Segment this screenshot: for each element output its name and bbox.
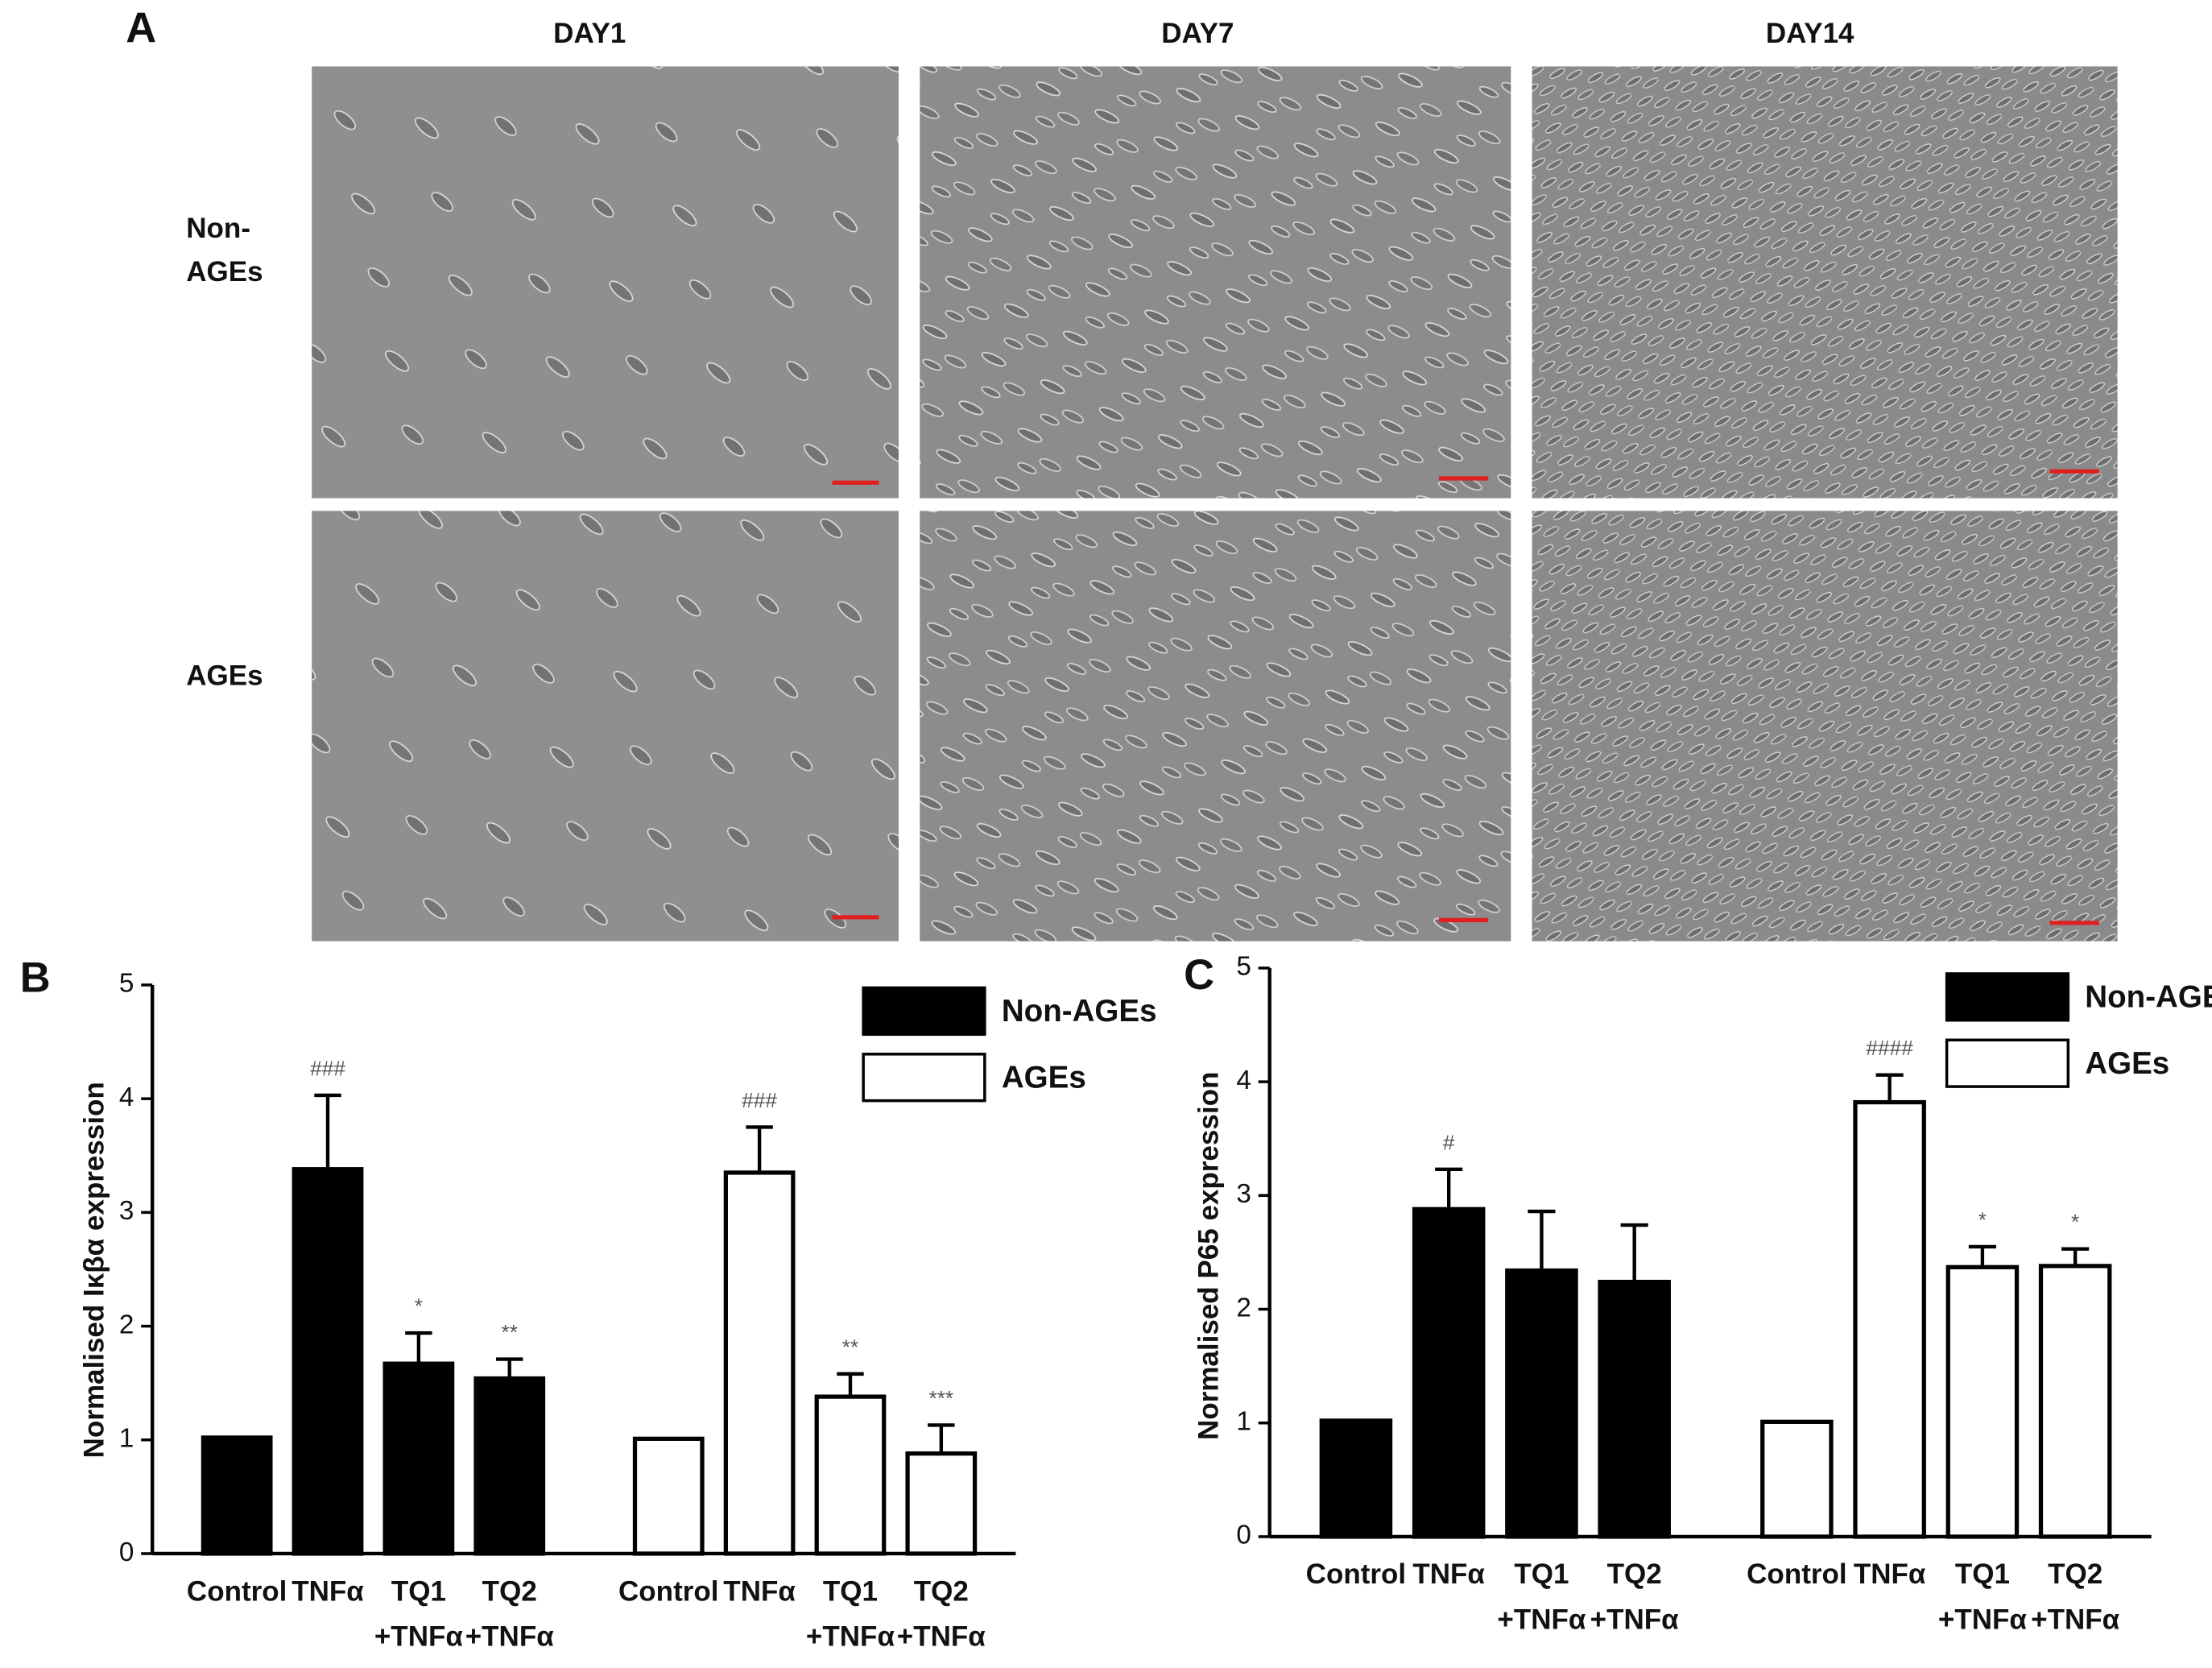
x-tick-label: TQ1 xyxy=(391,1575,446,1607)
annotation: *** xyxy=(928,1386,953,1410)
bar xyxy=(1319,1418,1393,1539)
annotation: ### xyxy=(310,1056,345,1080)
x-tick-label: Control xyxy=(187,1575,287,1607)
x-tick-label: TQ2 xyxy=(1607,1558,1662,1590)
x-tick-label: TQ1 xyxy=(1514,1558,1569,1590)
annotation: ** xyxy=(502,1320,518,1344)
bar xyxy=(723,1170,796,1556)
row-label: AGEs xyxy=(186,256,263,288)
column-label: DAY14 xyxy=(1766,18,1854,49)
x-tick-label: TQ1 xyxy=(823,1575,878,1607)
bar xyxy=(1760,1419,1834,1539)
y-tick-label: 1 xyxy=(1236,1407,1251,1437)
legend-label: AGEs xyxy=(2085,1046,2169,1081)
chart: C Normalised P65 expression 0 1 2 3 4 5 Control #… xyxy=(1184,951,2212,1635)
bar xyxy=(201,1435,273,1556)
y-axis-label: Normalised Iκβα expression xyxy=(78,1082,110,1458)
x-tick-label: TNFα xyxy=(1412,1558,1485,1590)
micrograph xyxy=(920,511,1511,942)
annotation: ### xyxy=(742,1088,777,1112)
x-tick-label: +TNFα xyxy=(465,1620,555,1652)
y-tick-label: 3 xyxy=(1236,1179,1251,1209)
x-tick-label: TQ2 xyxy=(914,1575,969,1607)
x-tick-label: Control xyxy=(1747,1558,1846,1590)
bar xyxy=(1598,1280,1671,1539)
micrograph xyxy=(312,66,899,499)
x-tick-label: Control xyxy=(618,1575,718,1607)
panel-a: A DAY1 DAY7 DAY14 Non- AGEs AGEs xyxy=(126,5,2118,942)
y-tick-label: 1 xyxy=(119,1424,134,1454)
legend-swatch xyxy=(862,1053,986,1103)
micrograph xyxy=(312,511,899,942)
bar xyxy=(291,1167,364,1556)
x-tick-label: TNFα xyxy=(291,1575,364,1607)
legend-label: Non-AGEs xyxy=(1002,994,1157,1029)
x-tick-label: +TNFα xyxy=(2031,1604,2120,1635)
column-label: DAY7 xyxy=(1161,18,1234,49)
bar xyxy=(2038,1264,2112,1539)
bar xyxy=(1853,1099,1926,1539)
bar xyxy=(473,1376,546,1556)
micrograph xyxy=(1532,66,2118,499)
x-tick-label: +TNFα xyxy=(897,1620,986,1652)
bar xyxy=(814,1394,887,1556)
annotation: * xyxy=(415,1293,423,1318)
chart: B Normalised Iκβα expression 0 1 2 3 4 5 Control… xyxy=(20,954,1157,1653)
x-tick-label: +TNFα xyxy=(1590,1604,1680,1635)
panel-label: A xyxy=(126,5,156,52)
bar xyxy=(1945,1264,2020,1539)
micrograph xyxy=(920,66,1511,499)
y-tick-label: 2 xyxy=(1236,1293,1251,1322)
legend-swatch xyxy=(1945,972,2070,1022)
annotation: * xyxy=(2071,1210,2079,1234)
legend-label: Non-AGEs xyxy=(2085,980,2212,1015)
panel-label: C xyxy=(1184,951,1214,999)
x-tick-label: +TNFα xyxy=(1497,1604,1586,1635)
x-tick-label: TNFα xyxy=(723,1575,796,1607)
column-label: DAY1 xyxy=(553,18,626,49)
x-tick-label: Control xyxy=(1306,1558,1406,1590)
y-tick-label: 5 xyxy=(119,969,134,999)
legend-swatch xyxy=(862,986,986,1037)
annotation: # xyxy=(1443,1130,1455,1154)
annotation: ** xyxy=(842,1335,858,1359)
row-label: Non- xyxy=(186,213,250,244)
x-tick-label: TQ2 xyxy=(2048,1558,2102,1590)
x-tick-label: +TNFα xyxy=(806,1620,895,1652)
x-tick-label: TNFα xyxy=(1854,1558,1926,1590)
bar xyxy=(1412,1207,1486,1539)
annotation: #### xyxy=(1866,1036,1913,1060)
x-tick-label: +TNFα xyxy=(1938,1604,2028,1635)
y-tick-label: 4 xyxy=(1236,1066,1251,1095)
micrograph xyxy=(1532,511,2118,942)
y-tick-label: 0 xyxy=(119,1538,134,1567)
legend-swatch xyxy=(1945,1038,2070,1088)
annotation: * xyxy=(1978,1207,1987,1231)
bar xyxy=(632,1436,705,1556)
bar xyxy=(905,1451,978,1556)
x-tick-label: +TNFα xyxy=(374,1620,464,1652)
legend-label: AGEs xyxy=(1002,1061,1086,1095)
x-tick-label: TQ2 xyxy=(482,1575,537,1607)
y-tick-label: 5 xyxy=(1236,952,1251,982)
bar xyxy=(382,1361,455,1556)
x-tick-label: TQ1 xyxy=(1955,1558,2010,1590)
y-tick-label: 4 xyxy=(119,1082,134,1112)
y-tick-label: 0 xyxy=(1236,1521,1251,1550)
y-axis-label: Normalised P65 expression xyxy=(1193,1072,1224,1440)
row-label: AGEs xyxy=(186,660,263,691)
panel-label: B xyxy=(20,954,51,1002)
y-tick-label: 3 xyxy=(119,1196,134,1226)
bar xyxy=(1505,1268,1578,1539)
y-tick-label: 2 xyxy=(119,1310,134,1339)
